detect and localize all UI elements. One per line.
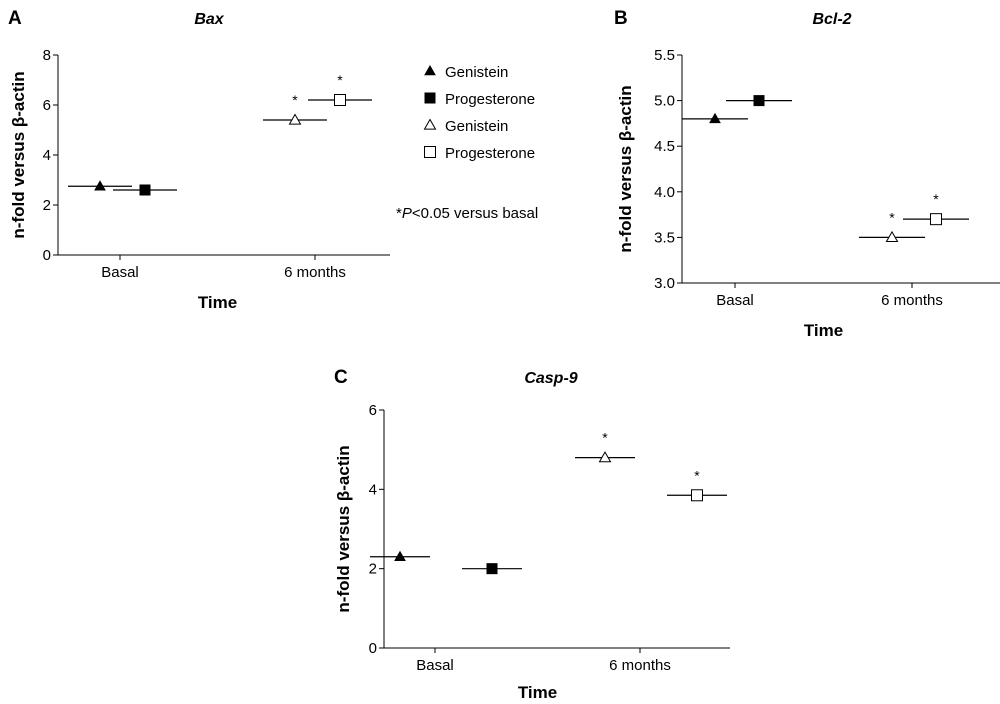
legend-label-genistein-filled: Genistein bbox=[445, 64, 508, 81]
legend-marker-open-square bbox=[424, 146, 436, 158]
data-point-open-square bbox=[691, 489, 703, 502]
y-tick-label: 4.5 bbox=[654, 138, 675, 155]
x-tick-label: 6 months bbox=[881, 292, 943, 309]
panel-c: C Casp-9 0 2 4 6 Basal 6 months n-fold versus β-… bbox=[334, 367, 730, 702]
y-tick-label: 6 bbox=[369, 402, 377, 419]
legend-marker-filled-triangle bbox=[424, 64, 436, 76]
y-tick-label: 4 bbox=[43, 147, 51, 164]
y-axis-label: n-fold versus β-actin bbox=[616, 85, 635, 252]
legend-label-genistein-open: Genistein bbox=[445, 118, 508, 135]
data-point-filled-square bbox=[139, 184, 151, 196]
y-tick-label: 3.0 bbox=[654, 275, 675, 292]
chart-title: Bcl-2 bbox=[812, 11, 851, 28]
y-tick-label: 5.0 bbox=[654, 93, 675, 110]
data-point-open-triangle bbox=[598, 451, 612, 463]
data-point-filled-triangle bbox=[394, 550, 406, 562]
x-tick-label: Basal bbox=[101, 264, 139, 281]
y-tick-label: 0 bbox=[43, 247, 51, 264]
significance-star: * bbox=[602, 430, 608, 446]
data-point-filled-square bbox=[753, 95, 765, 107]
panel-a: A Bax 0 2 4 6 8 Basal 6 months n-fold versus β-ac… bbox=[8, 8, 390, 312]
legend: Genistein Progesterone Genistein Progest… bbox=[396, 64, 538, 222]
y-tick-label: 2 bbox=[43, 197, 51, 214]
chart-title: Casp-9 bbox=[524, 370, 577, 387]
significance-star: * bbox=[292, 92, 298, 108]
x-tick-label: 6 months bbox=[609, 657, 671, 674]
panel-letter: A bbox=[8, 8, 22, 29]
significance-footnote: *P<0.05 versus basal bbox=[396, 205, 538, 222]
data-point-open-triangle bbox=[288, 113, 302, 125]
panel-letter: B bbox=[614, 8, 628, 29]
legend-marker-open-triangle bbox=[423, 118, 437, 130]
x-tick-label: Basal bbox=[416, 657, 454, 674]
significance-star: * bbox=[933, 191, 939, 207]
y-tick-label: 5.5 bbox=[654, 47, 675, 64]
data-point-filled-square bbox=[486, 563, 498, 575]
legend-marker-filled-square bbox=[424, 92, 436, 104]
data-point-filled-triangle bbox=[709, 112, 721, 124]
y-tick-label: 8 bbox=[43, 47, 51, 64]
data-point-open-triangle bbox=[885, 230, 899, 243]
significance-star: * bbox=[694, 467, 700, 483]
x-tick-label: Basal bbox=[716, 292, 754, 309]
x-axis-label: Time bbox=[518, 683, 557, 702]
y-tick-label: 4.0 bbox=[654, 184, 675, 201]
y-axis-label: n-fold versus β-actin bbox=[334, 445, 353, 612]
significance-star: * bbox=[337, 72, 343, 88]
x-tick-label: 6 months bbox=[284, 264, 346, 281]
panel-letter: C bbox=[334, 367, 348, 388]
data-point-filled-triangle bbox=[94, 180, 106, 191]
y-tick-label: 4 bbox=[369, 481, 377, 498]
data-point-open-square bbox=[334, 94, 346, 106]
legend-label-progesterone-filled: Progesterone bbox=[445, 91, 535, 108]
y-tick-label: 2 bbox=[369, 561, 377, 578]
y-tick-label: 0 bbox=[369, 640, 377, 657]
y-tick-label: 3.5 bbox=[654, 229, 675, 246]
legend-label-progesterone-open: Progesterone bbox=[445, 145, 535, 162]
x-axis-label: Time bbox=[804, 321, 843, 340]
y-tick-label: 6 bbox=[43, 97, 51, 114]
significance-star: * bbox=[889, 209, 895, 225]
panel-b: B Bcl-2 3.0 3.5 4.0 4.5 5.0 5.5 Basal 6 months n-f… bbox=[614, 8, 1000, 340]
y-axis-label: n-fold versus β-actin bbox=[9, 71, 28, 238]
data-point-open-square bbox=[930, 213, 942, 226]
chart-title: Bax bbox=[194, 11, 224, 28]
x-axis-label: Time bbox=[198, 293, 237, 312]
